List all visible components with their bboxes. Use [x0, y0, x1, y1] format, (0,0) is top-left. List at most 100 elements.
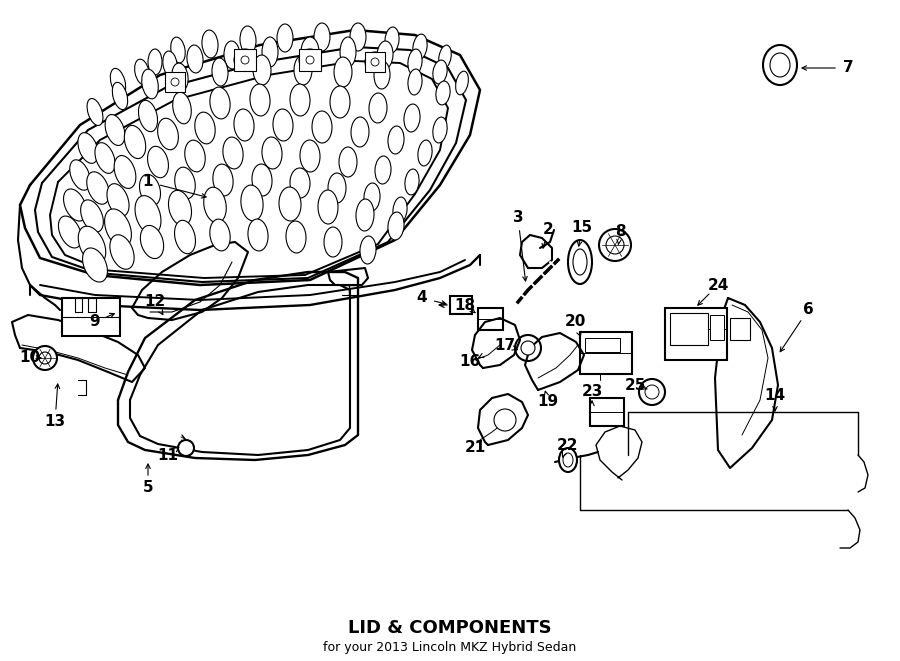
Ellipse shape [141, 69, 158, 99]
Ellipse shape [350, 23, 366, 51]
Ellipse shape [599, 229, 631, 261]
Ellipse shape [135, 59, 149, 85]
Text: 20: 20 [564, 315, 586, 329]
Ellipse shape [377, 41, 393, 69]
Ellipse shape [301, 37, 319, 67]
Ellipse shape [234, 49, 256, 71]
Text: LID & COMPONENTS: LID & COMPONENTS [348, 619, 552, 637]
Ellipse shape [240, 26, 256, 54]
Ellipse shape [563, 453, 573, 467]
Ellipse shape [385, 27, 399, 53]
Ellipse shape [187, 45, 203, 73]
Ellipse shape [273, 109, 293, 141]
Ellipse shape [69, 160, 90, 190]
Text: 14: 14 [764, 387, 786, 403]
Ellipse shape [194, 112, 215, 144]
Ellipse shape [168, 190, 192, 225]
Ellipse shape [253, 55, 271, 85]
Text: 13: 13 [44, 414, 66, 430]
Ellipse shape [262, 37, 278, 67]
Ellipse shape [110, 235, 134, 269]
Ellipse shape [124, 126, 146, 159]
Ellipse shape [374, 61, 390, 89]
Ellipse shape [364, 183, 380, 211]
Ellipse shape [436, 81, 450, 105]
Ellipse shape [175, 220, 195, 254]
Ellipse shape [105, 114, 125, 145]
Text: 18: 18 [454, 297, 475, 313]
Text: 22: 22 [557, 438, 579, 453]
Ellipse shape [163, 51, 177, 77]
Ellipse shape [455, 71, 468, 95]
Text: 25: 25 [625, 377, 645, 393]
Ellipse shape [360, 236, 376, 264]
Ellipse shape [300, 140, 320, 172]
Ellipse shape [148, 49, 162, 75]
Ellipse shape [573, 249, 587, 275]
Bar [590, 398, 624, 426]
Ellipse shape [290, 84, 310, 116]
Ellipse shape [140, 225, 164, 258]
Ellipse shape [83, 248, 107, 282]
Text: 9: 9 [90, 315, 100, 329]
Ellipse shape [763, 45, 797, 85]
Ellipse shape [135, 196, 161, 235]
Ellipse shape [299, 49, 321, 71]
Ellipse shape [312, 111, 332, 143]
Ellipse shape [78, 226, 106, 264]
Text: 21: 21 [464, 440, 486, 455]
Ellipse shape [111, 68, 126, 96]
Text: 19: 19 [537, 395, 559, 410]
Text: 12: 12 [144, 295, 166, 309]
Bar [234, 49, 256, 71]
Text: 6: 6 [803, 303, 814, 317]
Ellipse shape [58, 216, 82, 248]
Ellipse shape [418, 140, 432, 166]
Bar [670, 313, 708, 345]
Ellipse shape [202, 30, 218, 58]
Ellipse shape [212, 58, 228, 86]
Text: 7: 7 [842, 61, 853, 75]
Ellipse shape [606, 236, 624, 254]
Ellipse shape [171, 78, 179, 86]
Ellipse shape [210, 219, 230, 251]
Ellipse shape [178, 440, 194, 456]
Ellipse shape [328, 173, 346, 203]
Ellipse shape [262, 137, 282, 169]
Ellipse shape [388, 212, 404, 240]
Text: 1: 1 [143, 175, 153, 190]
Ellipse shape [494, 409, 516, 431]
Text: 11: 11 [158, 447, 178, 463]
Bar [62, 298, 120, 336]
Bar [165, 72, 185, 92]
Bar [478, 308, 503, 330]
Ellipse shape [210, 87, 230, 119]
Ellipse shape [33, 346, 57, 370]
Ellipse shape [371, 58, 379, 66]
Text: 17: 17 [494, 338, 516, 352]
Ellipse shape [224, 41, 240, 69]
Ellipse shape [334, 57, 352, 87]
Ellipse shape [175, 167, 195, 199]
Ellipse shape [433, 117, 447, 143]
Ellipse shape [639, 379, 665, 405]
Ellipse shape [324, 227, 342, 257]
Ellipse shape [172, 63, 188, 91]
Bar [580, 332, 632, 374]
Text: 5: 5 [143, 481, 153, 496]
Ellipse shape [171, 37, 185, 63]
Text: for your 2013 Lincoln MKZ Hybrid Sedan: for your 2013 Lincoln MKZ Hybrid Sedan [323, 641, 577, 654]
Ellipse shape [140, 175, 160, 206]
Ellipse shape [388, 126, 404, 154]
Text: 15: 15 [572, 221, 592, 235]
Bar [730, 318, 750, 340]
Text: 4: 4 [417, 290, 428, 305]
Ellipse shape [277, 24, 293, 52]
Ellipse shape [306, 56, 314, 64]
Ellipse shape [241, 185, 263, 221]
Ellipse shape [234, 109, 254, 141]
Ellipse shape [64, 189, 86, 221]
Ellipse shape [393, 197, 407, 223]
Ellipse shape [408, 49, 422, 75]
Ellipse shape [203, 187, 226, 223]
